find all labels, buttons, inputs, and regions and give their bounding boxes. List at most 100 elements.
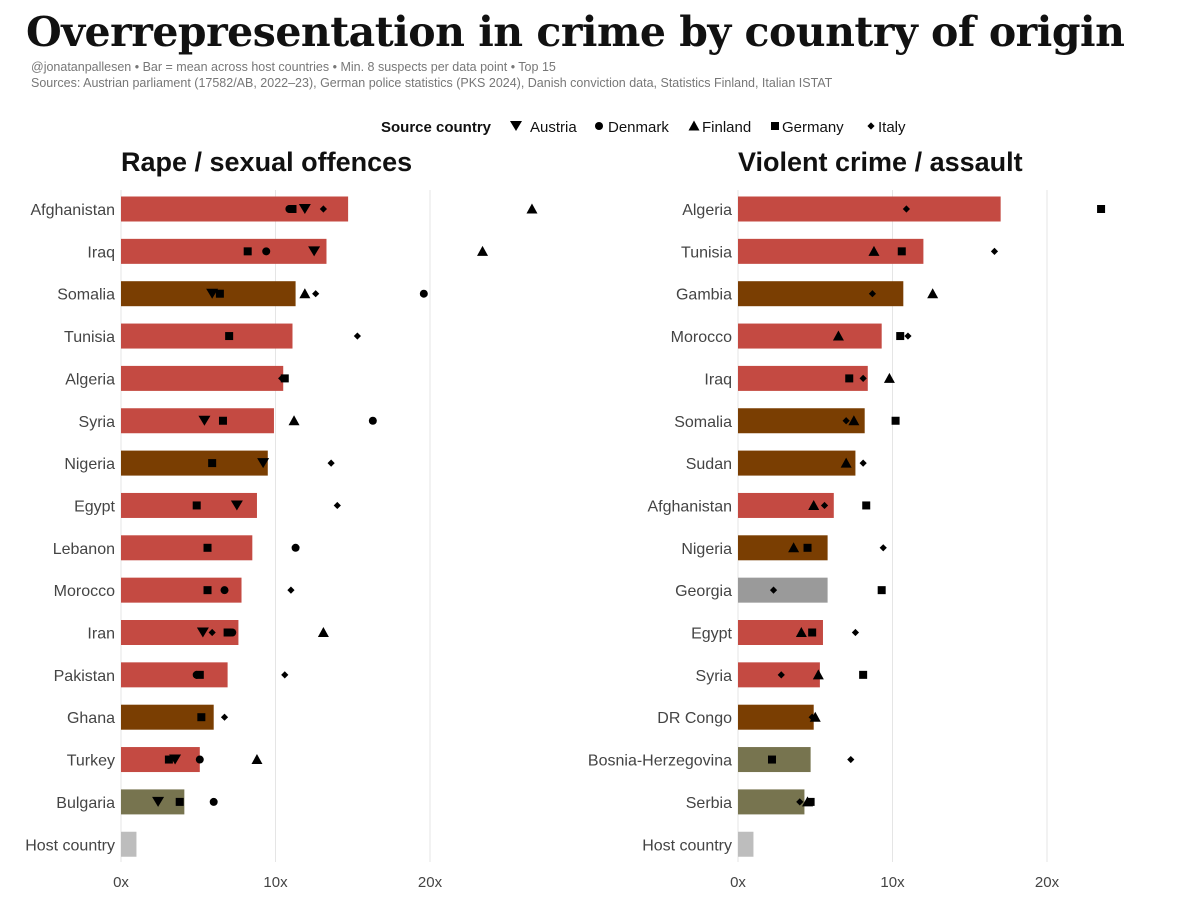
- point-italy-syria: [777, 671, 785, 679]
- point-austria-syria: [198, 415, 211, 426]
- point-italy-ghana: [220, 713, 229, 721]
- point-finland-iraq: [477, 245, 489, 256]
- legend-marker-finland: [688, 120, 700, 131]
- category-label-afghanistan: Afghanistan: [647, 498, 732, 515]
- category-label-algeria: Algeria: [682, 202, 732, 219]
- bar-dr-congo: [738, 704, 814, 730]
- point-denmark-iraq: [262, 247, 271, 256]
- tick-label-20x: 20x: [418, 874, 443, 891]
- category-label-nigeria: Nigeria: [681, 541, 732, 558]
- point-austria-afghanistan: [298, 204, 311, 214]
- point-italy-gambia: [868, 290, 877, 298]
- bar-turkey: [121, 747, 200, 773]
- point-finland-somalia: [299, 288, 311, 299]
- legend-label-austria: Austria: [530, 119, 577, 136]
- point-germany-georgia: [877, 586, 886, 595]
- point-germany-tunisia: [225, 332, 234, 341]
- bar-lebanon: [121, 535, 253, 561]
- point-italy-nigeria: [879, 544, 887, 552]
- legend-marker-italy: [867, 122, 875, 130]
- bar-syria: [121, 408, 274, 434]
- category-label-pakistan: Pakistan: [54, 668, 115, 685]
- point-germany-bosnia-herzegovina: [767, 755, 776, 764]
- point-denmark-lebanon: [291, 543, 300, 552]
- bar-gambia: [738, 281, 904, 307]
- legend-label-finland: Finland: [702, 119, 751, 136]
- point-italy-afghanistan: [319, 205, 327, 213]
- bar-afghanistan: [121, 196, 349, 222]
- tick-label-10x: 10x: [263, 874, 288, 891]
- bar-algeria: [121, 365, 284, 391]
- bar-host-country: [738, 831, 754, 857]
- bar-georgia: [738, 577, 828, 603]
- legend-item-austria: Austria: [510, 119, 577, 136]
- bar-nigeria: [121, 450, 268, 476]
- point-italy-morocco: [287, 586, 295, 594]
- category-label-bosnia-herzegovina: Bosnia-Herzegovina: [588, 753, 732, 770]
- point-germany-somalia: [215, 289, 224, 298]
- point-italy-egypt: [333, 501, 341, 510]
- point-italy-nigeria: [327, 459, 335, 467]
- category-label-nigeria: Nigeria: [64, 456, 115, 473]
- point-germany-afghanistan: [862, 501, 871, 510]
- category-label-somalia: Somalia: [674, 414, 732, 431]
- point-germany-serbia: [806, 797, 815, 806]
- legend-marker-austria: [510, 121, 522, 131]
- point-germany-nigeria: [803, 543, 812, 552]
- legend-item-italy: Italy: [867, 119, 906, 136]
- category-label-bulgaria: Bulgaria: [56, 795, 115, 812]
- category-label-dr-congo: DR Congo: [657, 710, 732, 727]
- tick-label-20x: 20x: [1035, 874, 1060, 891]
- panel-title: Violent crime / assault: [738, 147, 1023, 177]
- tick-label-0x: 0x: [113, 874, 129, 891]
- bar-nigeria: [738, 535, 828, 561]
- point-finland-nigeria: [788, 542, 800, 553]
- point-germany-tunisia: [897, 247, 906, 256]
- category-label-ghana: Ghana: [67, 710, 115, 727]
- legend-title: Source country: [381, 119, 492, 136]
- point-italy-morocco: [904, 332, 912, 340]
- category-label-syria: Syria: [696, 668, 733, 685]
- point-italy-tunisia: [353, 332, 361, 340]
- point-italy-pakistan: [281, 671, 289, 679]
- point-italy-egypt: [851, 628, 860, 637]
- category-label-tunisia: Tunisia: [64, 329, 115, 346]
- bar-bulgaria: [121, 789, 185, 815]
- category-label-morocco: Morocco: [671, 329, 732, 346]
- category-label-host-country: Host country: [25, 837, 115, 854]
- point-germany-iran: [223, 628, 232, 637]
- category-label-gambia: Gambia: [676, 287, 732, 304]
- point-denmark-syria: [368, 416, 377, 425]
- bar-host-country: [121, 831, 137, 857]
- point-denmark-morocco: [220, 586, 229, 595]
- tick-label-0x: 0x: [730, 874, 746, 891]
- category-label-egypt: Egypt: [74, 498, 115, 515]
- point-germany-iraq: [243, 247, 252, 256]
- point-italy-dr-congo: [808, 713, 816, 721]
- point-germany-turkey: [164, 755, 173, 764]
- bar-morocco: [738, 323, 882, 349]
- bar-serbia: [738, 789, 805, 815]
- bar-tunisia: [121, 323, 293, 349]
- category-label-morocco: Morocco: [54, 583, 115, 600]
- point-germany-nigeria: [208, 459, 217, 468]
- tick-label-10x: 10x: [880, 874, 905, 891]
- point-austria-iran: [196, 627, 209, 638]
- category-label-turkey: Turkey: [67, 753, 115, 770]
- point-finland-tunisia: [868, 245, 880, 256]
- point-denmark-somalia: [419, 289, 428, 298]
- point-italy-afghanistan: [820, 501, 829, 510]
- point-italy-georgia: [769, 586, 778, 594]
- category-label-iraq: Iraq: [87, 244, 115, 261]
- category-label-egypt: Egypt: [691, 626, 732, 643]
- point-denmark-bulgaria: [209, 797, 218, 806]
- point-germany-somalia: [891, 416, 900, 425]
- point-germany-ghana: [197, 713, 206, 722]
- bar-iran: [121, 620, 239, 645]
- category-label-iraq: Iraq: [704, 371, 732, 388]
- bar-algeria: [738, 196, 1001, 222]
- category-label-host-country: Host country: [642, 837, 732, 854]
- point-finland-syria: [812, 669, 824, 680]
- point-finland-iraq: [883, 372, 895, 383]
